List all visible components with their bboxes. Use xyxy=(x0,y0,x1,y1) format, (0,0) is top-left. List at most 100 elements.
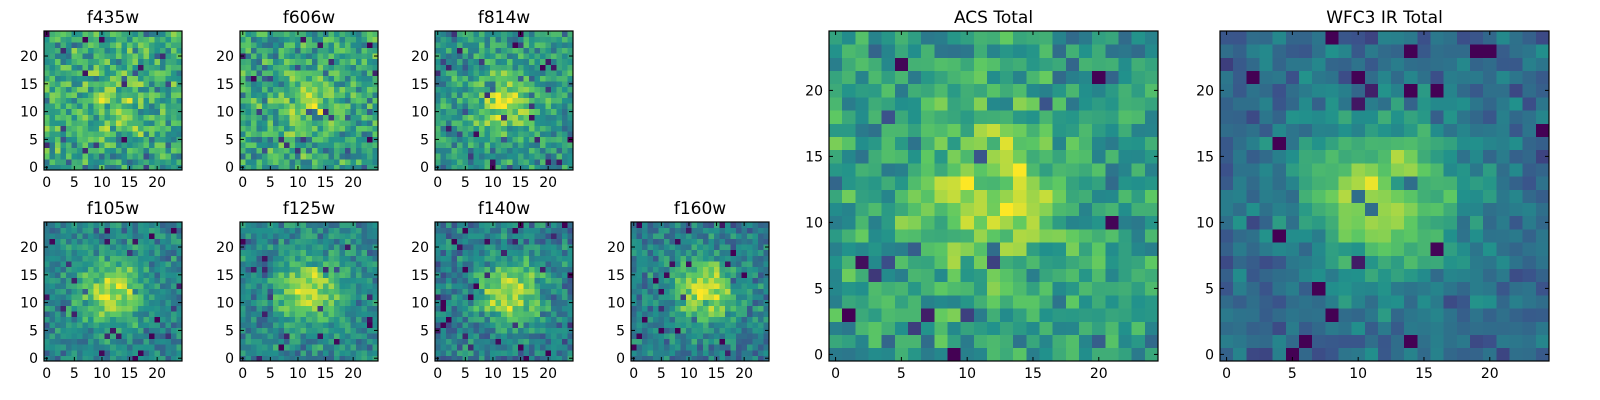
heatmap-cell xyxy=(372,114,379,121)
heatmap-cell xyxy=(495,327,502,334)
heatmap-cell xyxy=(300,299,307,306)
heatmap-cell xyxy=(88,327,95,334)
heatmap-cell xyxy=(829,308,843,322)
heatmap-cell xyxy=(539,277,546,284)
heatmap-cell xyxy=(484,31,491,37)
x-tick-label: 10 xyxy=(289,175,307,191)
heatmap-cell xyxy=(512,327,519,334)
heatmap-cell xyxy=(256,227,263,234)
heatmap-cell xyxy=(1039,281,1054,296)
heatmap-cell xyxy=(328,86,335,93)
heatmap-cell xyxy=(289,349,296,356)
heatmap-cell xyxy=(121,249,128,256)
heatmap-cell xyxy=(691,327,698,334)
heatmap-cell xyxy=(561,147,568,154)
heatmap-cell xyxy=(115,142,122,149)
heatmap-cell xyxy=(49,81,56,87)
heatmap-cell xyxy=(545,75,552,82)
heatmap-cell xyxy=(479,355,486,362)
heatmap-cell xyxy=(300,31,307,37)
heatmap-cell xyxy=(545,288,552,295)
heatmap-cell xyxy=(440,125,447,132)
heatmap-cell xyxy=(93,272,100,278)
heatmap-cell xyxy=(311,249,318,256)
y-tick-label: 15 xyxy=(216,268,234,284)
heatmap-cell xyxy=(724,249,731,256)
heatmap-cell xyxy=(55,277,61,284)
heatmap-cell xyxy=(311,164,318,171)
heatmap-cell xyxy=(328,344,335,351)
heatmap-cell xyxy=(88,349,95,356)
heatmap-cell xyxy=(322,136,329,143)
heatmap-cell xyxy=(735,272,742,278)
heatmap-cell xyxy=(1000,295,1014,309)
heatmap-cell xyxy=(361,277,368,284)
heatmap-cell xyxy=(490,69,497,76)
heatmap-cell xyxy=(104,255,111,262)
heatmap-cell xyxy=(170,108,177,115)
heatmap-cell xyxy=(669,272,676,278)
heatmap-cell xyxy=(752,333,759,340)
heatmap-cell xyxy=(322,119,329,126)
heatmap-cell xyxy=(88,316,95,323)
heatmap-cell xyxy=(317,294,324,301)
y-tick-label: 10 xyxy=(216,105,234,121)
heatmap-cell xyxy=(93,355,100,362)
heatmap-cell xyxy=(71,42,78,49)
heatmap-cell xyxy=(284,238,291,245)
heatmap-cell xyxy=(550,294,557,301)
heatmap-cell xyxy=(1079,334,1093,349)
heatmap-cell xyxy=(435,333,441,340)
heatmap-cell xyxy=(534,349,541,356)
heatmap-cell xyxy=(528,81,535,87)
heatmap-cell xyxy=(517,249,524,256)
heatmap-cell xyxy=(512,31,519,37)
heatmap-cell xyxy=(440,92,447,99)
heatmap-cell xyxy=(154,349,161,356)
heatmap-cell xyxy=(306,349,313,356)
heatmap-cell xyxy=(88,294,95,301)
heatmap-cell xyxy=(934,202,948,217)
heatmap-cell xyxy=(350,249,357,256)
heatmap-cell xyxy=(366,53,373,60)
y-tick-label: 5 xyxy=(225,132,234,148)
heatmap-cell xyxy=(300,69,307,76)
heatmap-cell xyxy=(451,103,458,110)
heatmap-cell xyxy=(284,53,291,60)
heatmap-cell xyxy=(495,58,502,65)
heatmap-cell xyxy=(550,299,557,306)
heatmap-cell xyxy=(664,233,671,240)
heatmap-cell xyxy=(829,176,843,190)
heatmap-cell xyxy=(517,64,524,71)
heatmap-cell xyxy=(763,349,770,356)
heatmap-cell xyxy=(306,310,313,317)
heatmap-cell xyxy=(669,227,676,234)
heatmap-cell xyxy=(446,92,452,99)
heatmap-cell xyxy=(126,316,133,323)
heatmap-cell xyxy=(561,114,568,121)
heatmap-cell xyxy=(691,266,698,273)
heatmap-cell xyxy=(636,260,643,267)
heatmap-cell xyxy=(317,119,324,126)
heatmap-cell xyxy=(512,333,519,340)
heatmap-cell xyxy=(713,283,720,290)
heatmap-cell xyxy=(435,227,441,234)
heatmap-cell xyxy=(691,294,698,301)
heatmap-cell xyxy=(126,349,133,356)
heatmap-cell xyxy=(44,249,50,256)
heatmap-cell xyxy=(317,272,324,278)
heatmap-cell xyxy=(473,153,480,160)
heatmap-cell xyxy=(724,338,731,345)
heatmap-cell xyxy=(523,288,530,295)
heatmap-cell xyxy=(462,53,469,60)
heatmap-cell xyxy=(686,299,693,306)
heatmap-cell xyxy=(361,338,368,345)
heatmap-cell xyxy=(746,333,753,340)
heatmap-cell xyxy=(350,294,357,301)
heatmap-cell xyxy=(110,255,117,262)
heatmap-cell xyxy=(517,136,524,143)
heatmap-cell xyxy=(273,69,280,76)
heatmap-cell xyxy=(344,108,351,115)
heatmap-cell xyxy=(669,310,676,317)
heatmap-cell xyxy=(934,347,948,362)
